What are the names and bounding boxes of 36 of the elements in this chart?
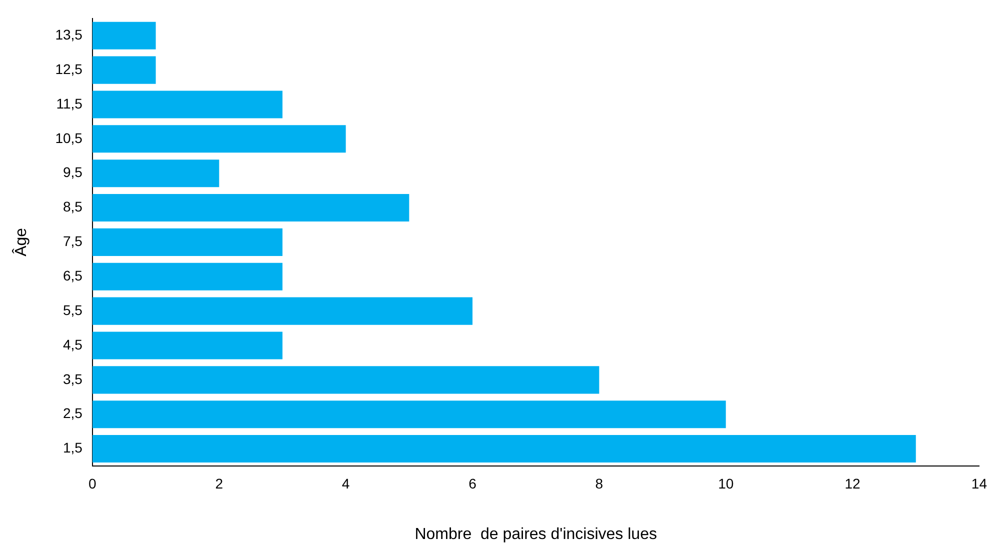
bar bbox=[92, 400, 726, 428]
x-tick-label: 0 bbox=[88, 475, 97, 492]
bar bbox=[92, 90, 282, 118]
y-tick-label: 7,5 bbox=[62, 233, 83, 250]
x-tick-label: 8 bbox=[595, 475, 604, 492]
bar bbox=[92, 297, 472, 325]
bar bbox=[92, 160, 220, 188]
bar bbox=[92, 56, 156, 84]
y-tick-label: 13,5 bbox=[55, 26, 83, 42]
x-tick-label: 6 bbox=[468, 475, 477, 492]
bar bbox=[92, 262, 282, 290]
x-axis-title: Nombre de paires d'incisives lues bbox=[414, 526, 657, 543]
x-tick-label: 2 bbox=[215, 475, 224, 492]
bar bbox=[92, 228, 282, 256]
y-tick-label: 10,5 bbox=[55, 130, 83, 146]
y-tick-label: 9,5 bbox=[62, 164, 83, 180]
y-axis-title: Âge bbox=[12, 228, 30, 256]
y-tick-label: 5,5 bbox=[62, 302, 83, 318]
y-tick-label: 12,5 bbox=[55, 60, 83, 77]
y-tick-label: 4,5 bbox=[62, 336, 83, 352]
y-tick-label: 2,5 bbox=[62, 405, 83, 422]
bar bbox=[92, 22, 156, 50]
x-tick-label: 10 bbox=[718, 475, 734, 492]
y-tick-label: 3,5 bbox=[62, 370, 83, 387]
bar bbox=[92, 332, 282, 360]
y-tick-label: 11,5 bbox=[56, 95, 83, 112]
x-tick-label: 12 bbox=[844, 475, 861, 492]
x-tick-label: 14 bbox=[971, 475, 988, 492]
y-tick-label: 8,5 bbox=[62, 198, 83, 215]
y-tick-label: 1,5 bbox=[62, 440, 83, 456]
bar bbox=[92, 194, 410, 222]
x-tick-label: 4 bbox=[342, 475, 350, 492]
bar bbox=[92, 435, 916, 463]
bar bbox=[92, 366, 600, 394]
y-tick-label: 6,5 bbox=[62, 267, 83, 284]
bar bbox=[92, 125, 346, 153]
